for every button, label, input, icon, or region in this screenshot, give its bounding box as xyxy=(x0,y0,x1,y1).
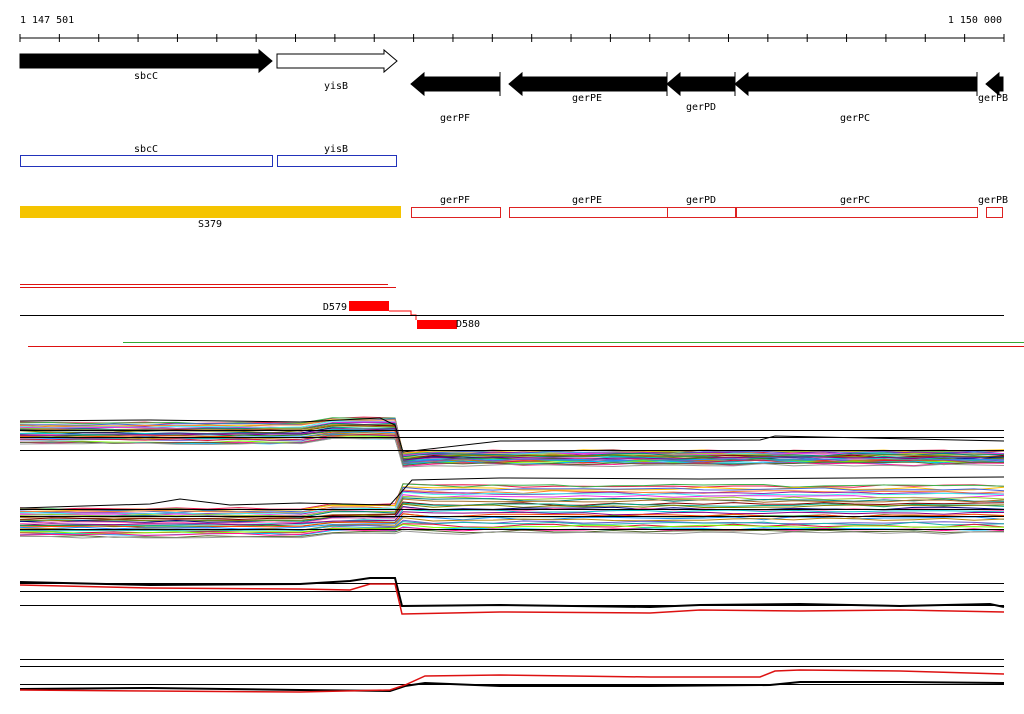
profile-trace xyxy=(19,422,1005,458)
segment-label-gerPB: gerPB xyxy=(978,195,1008,206)
region-label-S379: S379 xyxy=(198,219,222,230)
profile-trace xyxy=(19,437,1004,466)
gene-label-gerPE: gerPE xyxy=(572,93,602,104)
summary2-red-trace xyxy=(19,669,1005,693)
cds-box-sbcC[interactable] xyxy=(20,155,273,167)
segment-box-gerPC[interactable] xyxy=(736,207,978,218)
gene-arrow-gerPC[interactable] xyxy=(734,71,978,97)
profile-trace xyxy=(19,494,1005,517)
profile-trace xyxy=(19,530,1005,539)
segment-label-gerPC: gerPC xyxy=(840,195,870,206)
cds-box-yisB[interactable] xyxy=(277,155,397,167)
profile-trace xyxy=(19,528,1005,539)
summary2-black-trace xyxy=(19,681,1005,693)
segment-box-gerPF[interactable] xyxy=(411,207,501,218)
coord-end-label: 1 150 000 xyxy=(948,15,1002,26)
deletion-label-D579: D579 xyxy=(323,302,347,313)
expression-profile-group-1 xyxy=(19,416,1005,468)
gene-label-sbcC: sbcC xyxy=(134,71,158,82)
profile-trace xyxy=(19,483,1005,510)
segment-box-gerPB[interactable] xyxy=(986,207,1003,218)
profile-trace xyxy=(19,521,1005,532)
region-bar-S379[interactable] xyxy=(20,206,401,218)
profile-trace xyxy=(19,503,1005,522)
gene-arrow-gerPE[interactable] xyxy=(508,71,668,97)
gene-label-gerPD: gerPD xyxy=(686,102,716,113)
segment-box-gerPD[interactable] xyxy=(667,207,736,218)
profile-trace xyxy=(19,491,1005,515)
gene-arrow-gerPF[interactable] xyxy=(410,71,501,97)
profile-trace xyxy=(19,523,1005,534)
gene-arrow-sbcC[interactable] xyxy=(19,48,273,74)
expression-profile-group-2 xyxy=(19,476,1005,539)
profile-trace xyxy=(19,501,1005,521)
cds-label-yisB: yisB xyxy=(324,144,348,155)
segment-label-gerPD: gerPD xyxy=(686,195,716,206)
gene-label-yisB: yisB xyxy=(324,81,348,92)
deletion-label-D580: D580 xyxy=(456,319,480,330)
profile-trace xyxy=(19,433,1005,463)
profile-trace xyxy=(19,476,1005,509)
cds-label-sbcC: sbcC xyxy=(134,144,158,155)
gene-label-gerPF: gerPF xyxy=(440,113,470,124)
summary-profile-1 xyxy=(19,577,1005,615)
summary1-black-trace xyxy=(19,577,1005,609)
profile-trace xyxy=(19,417,1005,453)
segment-label-gerPF: gerPF xyxy=(440,195,470,206)
deletion-block-D579[interactable] xyxy=(349,301,389,311)
profile-trace xyxy=(19,418,1005,456)
coordinate-ruler: 1 147 501 1 150 000 xyxy=(19,15,1005,42)
gene-track: sbcC yisB gerPF gerPE gerPD gerPC gerPB xyxy=(19,48,1008,124)
gene-label-gerPB: gerPB xyxy=(978,93,1008,104)
profile-trace xyxy=(19,508,1005,527)
deletion-block-D580[interactable] xyxy=(417,320,457,329)
gene-arrow-yisB[interactable] xyxy=(276,48,398,74)
profile-trace xyxy=(19,511,1005,526)
cds-track: sbcC yisB xyxy=(20,144,397,167)
gene-arrow-gerPB[interactable] xyxy=(985,71,1004,97)
gene-arrow-gerPD[interactable] xyxy=(666,71,736,97)
ruler-ticks xyxy=(19,34,1005,42)
profile-trace xyxy=(20,428,1005,461)
segment-label-gerPE: gerPE xyxy=(572,195,602,206)
segments-track: S379 gerPF gerPE gerPD gerPC gerPB xyxy=(20,195,1008,230)
profile-trace xyxy=(19,437,1005,468)
gene-label-gerPC: gerPC xyxy=(840,113,870,124)
summary1-red-trace xyxy=(19,583,1005,615)
coord-start-label: 1 147 501 xyxy=(20,15,74,26)
summary-profile-2 xyxy=(19,659,1005,693)
segment-box-gerPE[interactable] xyxy=(509,207,668,218)
deletion-track: D579 D580 xyxy=(20,284,1024,347)
